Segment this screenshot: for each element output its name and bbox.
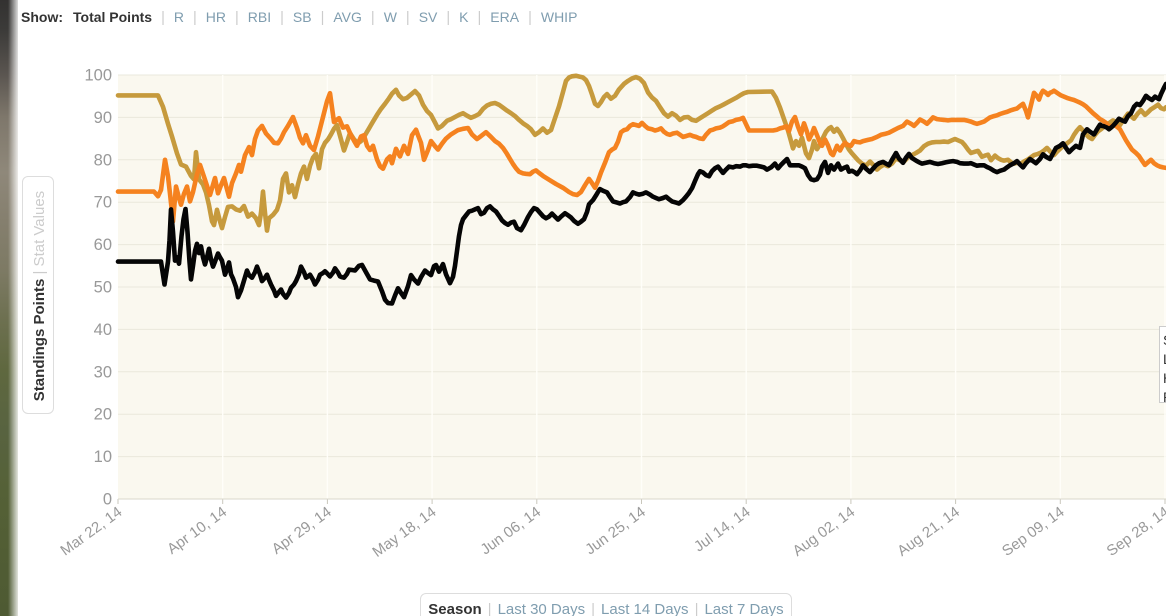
svg-text:Apr 29, 14: Apr 29, 14: [269, 503, 335, 557]
svg-text:40: 40: [94, 321, 112, 339]
svg-text:50: 50: [94, 279, 112, 297]
svg-text:Jun 06, 14: Jun 06, 14: [477, 503, 544, 558]
svg-text:90: 90: [94, 109, 112, 127]
svg-text:60: 60: [94, 236, 112, 254]
svg-text:Jul 14, 14: Jul 14, 14: [691, 503, 754, 555]
svg-text:Sep 09, 14: Sep 09, 14: [999, 503, 1068, 559]
svg-text:10: 10: [94, 448, 112, 466]
svg-text:30: 30: [94, 363, 112, 381]
svg-text:0: 0: [103, 491, 112, 509]
svg-text:100: 100: [84, 67, 112, 85]
svg-text:Aug 21, 14: Aug 21, 14: [894, 503, 963, 559]
svg-text:80: 80: [94, 151, 112, 169]
svg-text:Aug 02, 14: Aug 02, 14: [790, 503, 859, 559]
svg-text:Apr 10, 14: Apr 10, 14: [164, 503, 230, 557]
svg-text:Jun 25, 14: Jun 25, 14: [582, 503, 649, 558]
svg-text:20: 20: [94, 406, 112, 424]
svg-text:May 18, 14: May 18, 14: [369, 503, 439, 560]
svg-text:70: 70: [94, 194, 112, 212]
svg-text:Sep 28, 14: Sep 28, 14: [1104, 503, 1166, 559]
svg-text:Mar 22, 14: Mar 22, 14: [57, 503, 125, 559]
